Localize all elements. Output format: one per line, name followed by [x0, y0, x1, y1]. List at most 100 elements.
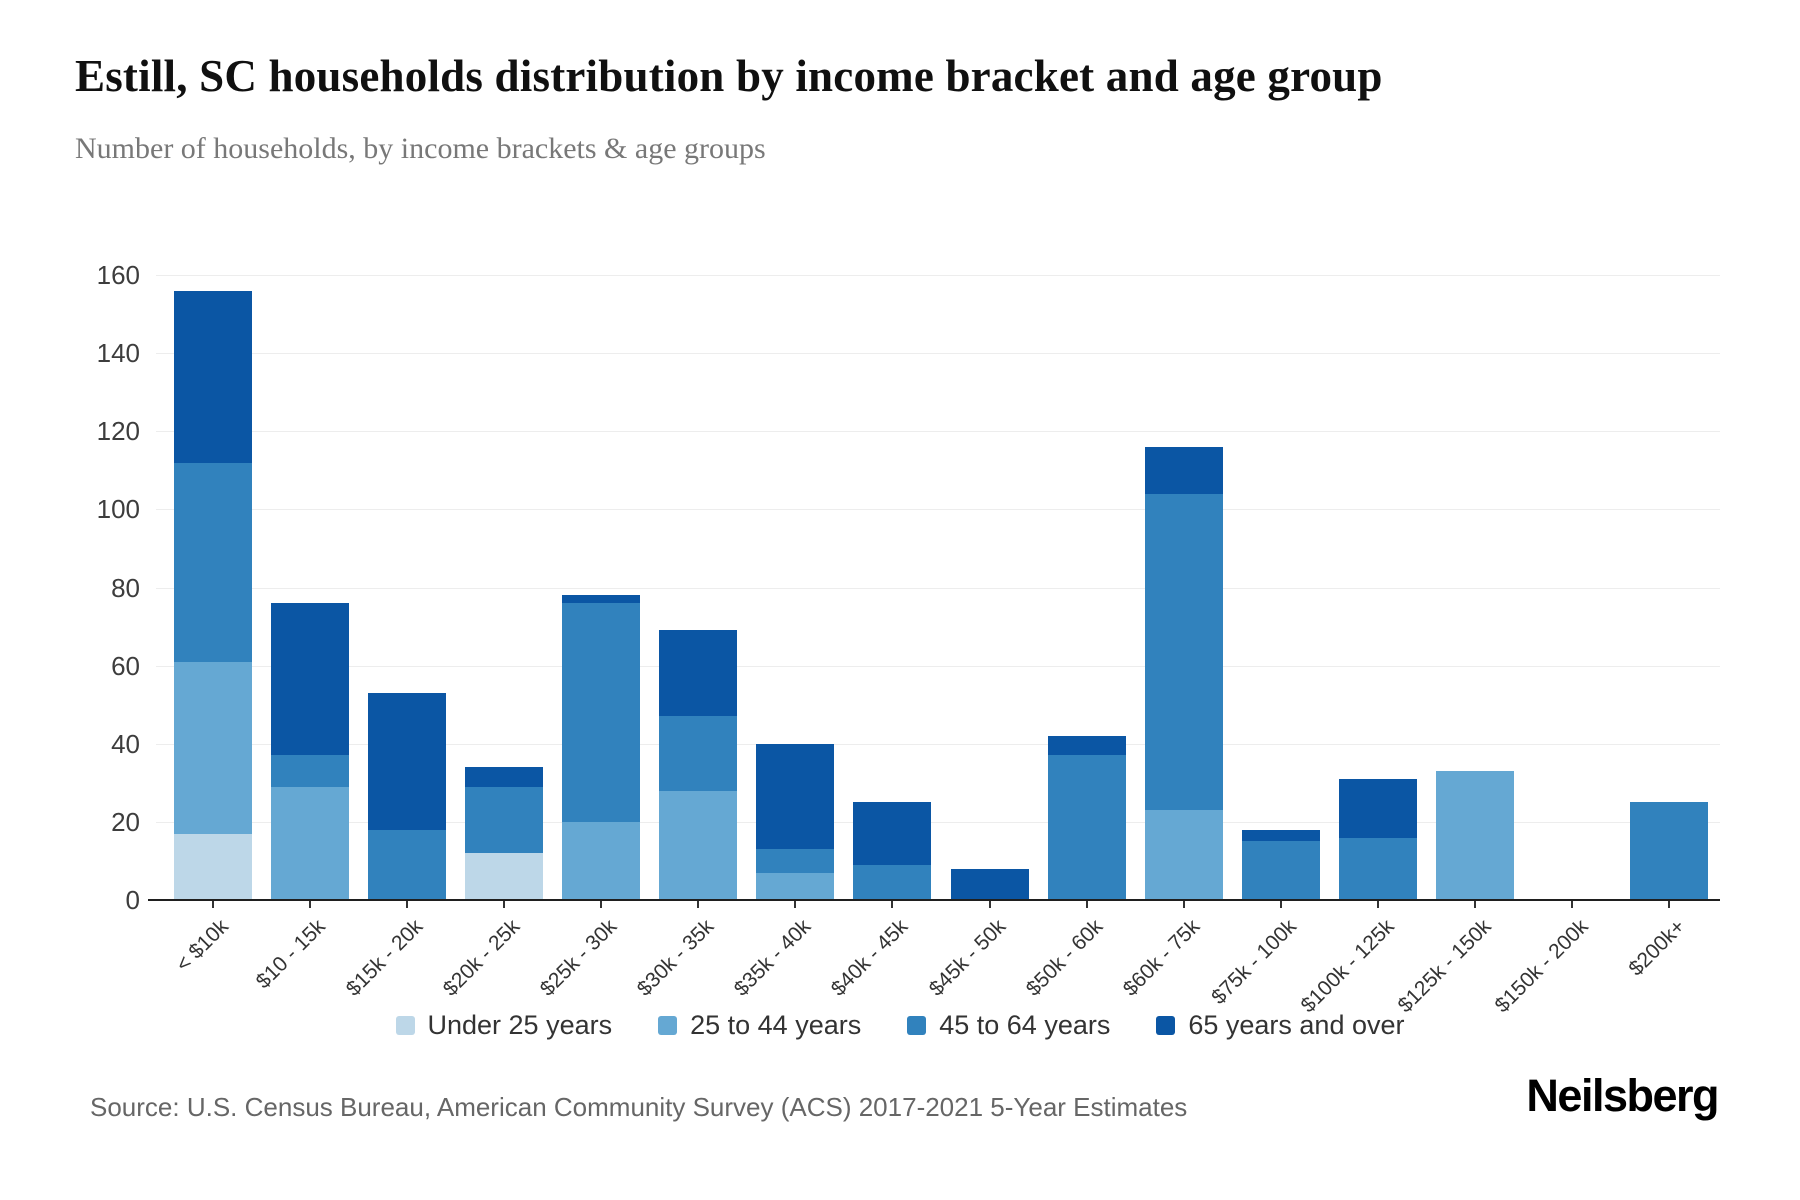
y-axis-label: 80: [111, 572, 140, 603]
legend: Under 25 years 25 to 44 years 45 to 64 yea…: [0, 1010, 1800, 1041]
x-axis-label: $10 - 15k: [251, 915, 330, 994]
x-axis-tick: [600, 901, 603, 908]
bar-$10 - 15k: [261, 603, 358, 900]
x-axis-label: $45k - 50k: [924, 915, 1010, 1001]
legend-swatch: [1156, 1016, 1176, 1035]
legend-item[interactable]: Under 25 years: [395, 1010, 612, 1041]
bar-segment: [1241, 829, 1320, 842]
bar-segment: [1047, 735, 1126, 756]
bar-segment: [1047, 755, 1126, 900]
bar-segment: [367, 692, 446, 830]
bar-$125k - 150k: [1427, 771, 1524, 900]
bar-segment: [1144, 810, 1223, 900]
bar-segment: [464, 853, 543, 900]
y-axis-label: 20: [111, 806, 140, 837]
x-axis-label: $15k - 20k: [341, 915, 428, 1001]
bar-segment: [1144, 493, 1223, 811]
x-axis-label: $25k - 30k: [535, 915, 622, 1001]
x-axis-tick: [1182, 901, 1185, 908]
bar-$50k - 60k: [1038, 735, 1135, 900]
bar-segment: [1339, 778, 1418, 838]
x-axis-label: $150k - 200k: [1490, 915, 1593, 1018]
bar-segment: [659, 630, 738, 717]
brand-logo: Neilsberg: [1526, 1070, 1719, 1121]
source-note: Source: U.S. Census Bureau, American Com…: [90, 1092, 1188, 1122]
bar-$15k - 20k: [358, 692, 455, 900]
gridline: [156, 821, 1720, 823]
legend-label: 65 years and over: [1188, 1010, 1405, 1040]
bar-segment: [950, 868, 1029, 900]
y-axis-label: 0: [125, 885, 140, 915]
legend-label: 25 to 44 years: [690, 1010, 862, 1040]
x-axis-tick: [405, 901, 408, 908]
bar-segment: [464, 767, 543, 787]
y-axis-label: 40: [111, 728, 140, 759]
x-axis-label: $30k - 35k: [632, 915, 719, 1001]
legend-item[interactable]: 25 to 44 years: [658, 1010, 861, 1041]
bar-segment: [756, 872, 835, 900]
bar-segment: [173, 661, 252, 834]
bar-$200k+: [1621, 802, 1718, 900]
page-subtitle: Number of households, by income brackets…: [75, 132, 766, 165]
x-axis-label: $75k - 100k: [1207, 915, 1302, 1009]
bar-< $10k: [164, 290, 261, 900]
bar-segment: [659, 790, 738, 900]
x-axis-label: $60k - 75k: [1118, 915, 1205, 1001]
bar-segment: [1241, 841, 1320, 900]
bar-segment: [562, 821, 641, 900]
y-axis-label: 120: [96, 416, 140, 447]
bar-segment: [173, 290, 252, 463]
bar-segment: [562, 595, 641, 604]
x-axis-tick: [794, 901, 797, 908]
x-axis-label: $50k - 60k: [1021, 915, 1107, 1001]
legend-label: 45 to 64 years: [939, 1010, 1111, 1040]
x-axis-tick: [1571, 901, 1574, 908]
x-axis-tick: [1085, 901, 1088, 908]
y-axis-label: 60: [111, 650, 140, 681]
x-axis-tick: [1279, 901, 1282, 908]
x-axis-label: $20k - 25k: [438, 915, 525, 1001]
bar-segment: [173, 833, 252, 900]
x-axis-label: $100k - 125k: [1296, 915, 1399, 1018]
bar-$20k - 25k: [455, 767, 552, 900]
x-axis-label: $125k - 150k: [1393, 915, 1496, 1018]
bar-$25k - 30k: [553, 595, 650, 900]
legend-swatch: [907, 1016, 927, 1035]
gridline: [156, 509, 1720, 511]
x-axis-tick: [988, 901, 991, 908]
bar-segment: [1436, 771, 1515, 900]
x-axis-tick: [697, 901, 700, 908]
bar-segment: [270, 603, 349, 756]
bar-segment: [270, 755, 349, 787]
gridline: [156, 665, 1720, 667]
bar-$35k - 40k: [747, 743, 844, 900]
bar-segment: [562, 603, 641, 822]
legend-item[interactable]: 45 to 64 years: [907, 1010, 1110, 1041]
gridline: [156, 275, 1720, 276]
x-axis-tick: [1474, 901, 1477, 908]
bar-segment: [853, 802, 932, 865]
y-axis-label: 160: [96, 260, 140, 290]
bar-$45k - 50k: [941, 868, 1038, 900]
y-axis-label: 100: [96, 494, 140, 525]
legend-swatch: [395, 1016, 415, 1035]
x-axis-tick: [502, 901, 505, 908]
x-axis-tick: [891, 901, 894, 908]
x-axis-label: $200k+: [1624, 915, 1690, 981]
bar-segment: [367, 829, 446, 900]
bar-$75k - 100k: [1232, 829, 1329, 900]
x-axis-label: $40k - 45k: [827, 915, 913, 1001]
legend-item[interactable]: 65 years and over: [1156, 1010, 1405, 1041]
legend-swatch: [658, 1016, 678, 1035]
bar-segment: [756, 849, 835, 873]
y-axis-label: 140: [96, 338, 140, 369]
bar-segment: [464, 786, 543, 854]
bar-$100k - 125k: [1330, 778, 1427, 900]
bar-$30k - 35k: [650, 630, 747, 900]
bar-$40k - 45k: [844, 802, 941, 900]
page-title: Estill, SC households distribution by in…: [75, 51, 1383, 101]
plot-area: 0 20 40 60 80 100 120 140 160 < $10k $10 - 15k $15k…: [97, 260, 1720, 1017]
x-axis-line: [148, 899, 1720, 901]
bar-segment: [1630, 802, 1709, 900]
